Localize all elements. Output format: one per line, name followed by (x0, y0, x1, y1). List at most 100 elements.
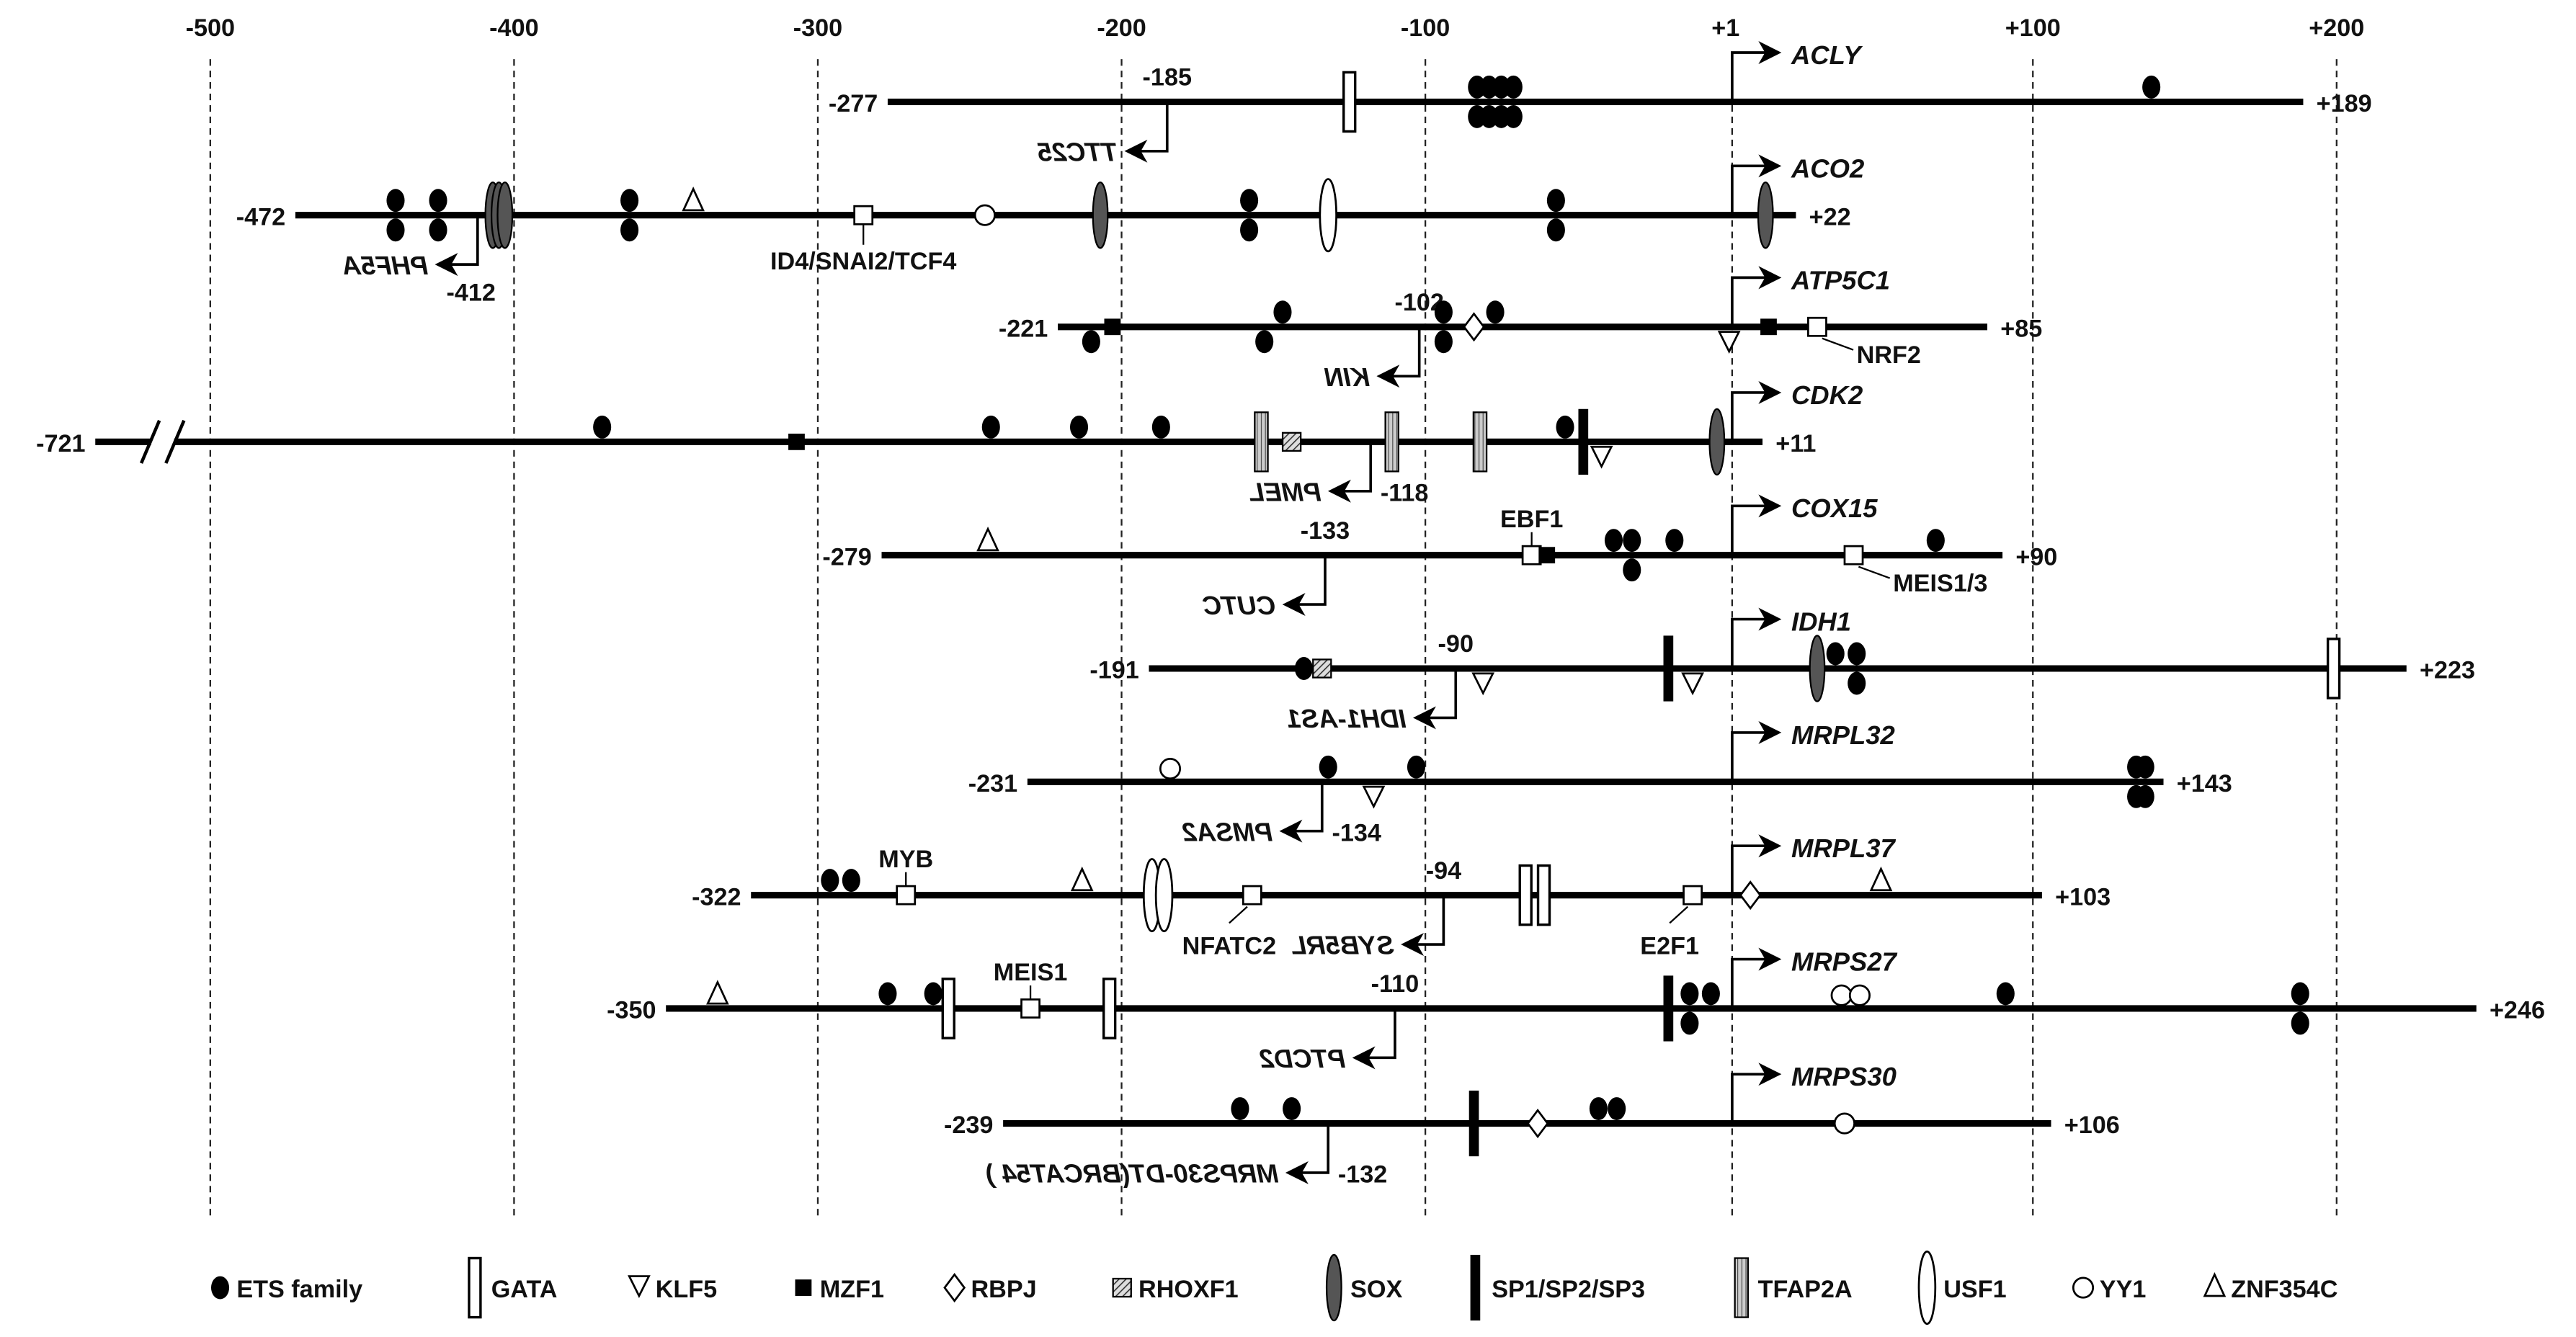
ets-site-icon (210, 1276, 230, 1300)
tfap2a-site-icon (1254, 411, 1269, 473)
ets-site-icon (1082, 330, 1100, 354)
ets-site-icon (1546, 189, 1565, 213)
antisense-arrow-icon (447, 215, 479, 266)
tick-label: -300 (793, 14, 842, 42)
legend-label: MZF1 (820, 1276, 884, 1303)
tick-label: -200 (1097, 14, 1146, 42)
ets-site-icon (1826, 642, 1845, 666)
yy1-site-icon (1830, 984, 1853, 1006)
tf-box-icon (1242, 885, 1262, 906)
sp1-site-icon (1469, 1090, 1479, 1157)
tss-arrow-icon (1731, 276, 1769, 327)
gene-name: MRPL32 (1791, 720, 1895, 750)
ets-site-icon (1848, 671, 1866, 695)
gene-row-cox15: -279 +90 COX15 CUTC -133 EBF1 MEIS1/3 (822, 493, 2057, 620)
ets-site-icon (1996, 982, 2015, 1006)
antisense-arrow-icon (1295, 555, 1327, 606)
arrowhead-icon (1758, 381, 1782, 404)
rbpj-site-icon (943, 1273, 966, 1303)
znf354c-site-icon (706, 980, 729, 1005)
antisense-gene-name: MRPS30-DT(BRCAT54 ) (986, 1159, 1279, 1189)
gene-name: ACLY (1791, 40, 1863, 70)
legend-label: RBPJ (971, 1276, 1036, 1303)
gata-site-icon (1536, 864, 1551, 926)
end-position-label: +90 (2015, 543, 2057, 571)
antisense-position-label: -132 (1338, 1161, 1387, 1189)
ets-site-icon (1434, 300, 1453, 324)
legend-label: SOX (1350, 1276, 1402, 1303)
arrowhead-icon (1758, 720, 1782, 744)
arrowhead-icon (1285, 1161, 1309, 1184)
arrowhead-icon (1758, 41, 1782, 64)
klf5-site-icon (628, 1275, 651, 1299)
znf354c-site-icon (2203, 1272, 2227, 1297)
legend-item-rbpj: RBPJ (943, 1273, 1037, 1303)
klf5-site-icon (1681, 672, 1704, 696)
legend-label: GATA (491, 1276, 558, 1303)
ets-site-icon (1504, 104, 1523, 128)
arrowhead-icon (1758, 607, 1782, 631)
end-position-label: +103 (2055, 883, 2111, 911)
legend-label: SP1/SP2/SP3 (1492, 1276, 1645, 1303)
tf-box-icon (896, 885, 917, 906)
klf5-site-icon (1362, 785, 1386, 809)
arrowhead-icon (1282, 593, 1306, 617)
arrowhead-icon (1758, 494, 1782, 518)
gata-site-icon (1342, 71, 1357, 133)
tfap2a-site-icon (1734, 1257, 1750, 1318)
tf-box-icon (1683, 885, 1703, 906)
znf354c-site-icon (1869, 866, 1893, 892)
antisense-position-label: -133 (1301, 517, 1350, 545)
ets-site-icon (1255, 330, 1274, 354)
tf-box-icon (1843, 545, 1864, 565)
arrowhead-icon (1279, 819, 1303, 843)
antisense-position-label: -412 (446, 279, 495, 306)
ets-site-icon (821, 869, 839, 893)
antisense-position-label: -185 (1143, 64, 1192, 91)
ets-site-icon (386, 189, 405, 213)
sox-site-icon (1809, 635, 1826, 702)
ets-site-icon (1665, 529, 1684, 553)
start-position-label: -239 (944, 1112, 993, 1139)
ets-site-icon (2136, 784, 2154, 808)
gata-site-icon (941, 978, 955, 1039)
klf5-site-icon (1471, 672, 1495, 696)
rbpj-site-icon (1739, 880, 1762, 911)
tf-label: E2F1 (1640, 933, 1699, 960)
sp1-site-icon (1470, 1254, 1481, 1321)
tf-box-icon (1807, 316, 1827, 337)
antisense-arrow-icon (1389, 326, 1421, 377)
start-position-label: -279 (822, 543, 871, 571)
gene-row-idh1: -191 +223 IDH1 IDH1-AS1 -90 (1089, 607, 2475, 734)
arrowhead-icon (1758, 1063, 1782, 1086)
antisense-arrow-icon (1298, 1123, 1330, 1174)
arrowhead-icon (1124, 139, 1148, 163)
ets-site-icon (1701, 982, 1720, 1006)
antisense-arrow-icon (1414, 895, 1445, 946)
legend-label: ZNF354C (2231, 1276, 2337, 1303)
antisense-gene-name: PTCD2 (1260, 1044, 1346, 1073)
arrowhead-icon (1758, 154, 1782, 178)
tss-arrow-icon (1731, 164, 1769, 215)
arrowhead-icon (1758, 834, 1782, 858)
end-position-label: +143 (2177, 770, 2232, 797)
break-mark-icon (139, 419, 161, 464)
antisense-arrow-icon (1365, 1008, 1396, 1060)
end-position-label: +11 (1775, 430, 1816, 457)
tf-label: MEIS1/3 (1893, 570, 1987, 597)
end-position-label: +223 (2420, 657, 2475, 684)
ets-site-icon (1231, 1097, 1249, 1120)
legend-item-tfap2a: TFAP2A (1734, 1257, 1853, 1318)
start-position-label: -721 (36, 430, 85, 457)
yy1-site-icon (2072, 1276, 2095, 1299)
tfap2a-site-icon (1472, 411, 1488, 473)
start-position-label: -322 (692, 883, 741, 911)
rhoxf1-site-icon (1112, 1277, 1132, 1298)
legend-label: RHOXF1 (1138, 1276, 1239, 1303)
gene-row-mrpl32: -231 +143 MRPL32 PMSA2 -134 (968, 720, 2232, 847)
ets-site-icon (1546, 218, 1565, 242)
legend-item-rhoxf1: RHOXF1 (1112, 1276, 1239, 1303)
ets-site-icon (2136, 755, 2154, 779)
legend-item-klf5: KLF5 (628, 1275, 717, 1303)
